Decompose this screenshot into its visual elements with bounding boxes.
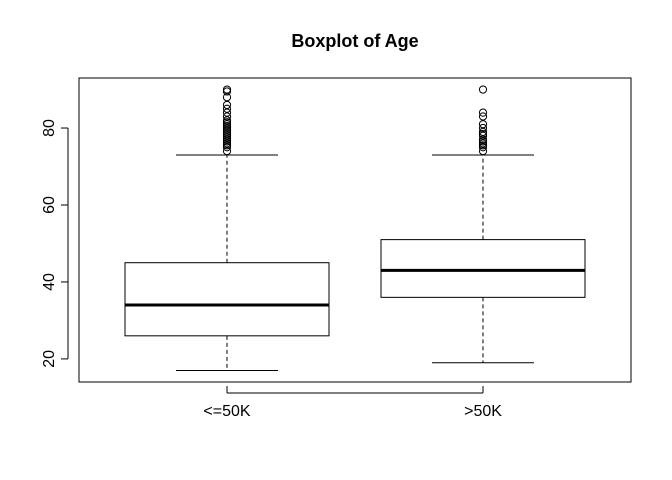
outlier-point [222,85,232,94]
plot-area: 20 40 60 80 <=50K >50K [41,77,632,420]
box-iqr [380,239,586,298]
y-tick-label: 60 [41,196,58,214]
outlier-point [478,112,488,121]
outlier-point [478,123,488,133]
x-tick-label: >50K [464,403,502,420]
y-tick-label: 40 [41,273,58,291]
y-tick-label: 20 [41,350,58,368]
box-iqr [124,262,330,337]
outlier-point [478,108,488,117]
y-tick-label: 80 [41,119,58,137]
outlier-point [478,85,488,94]
chart-title: Boxplot of Age [291,31,418,51]
outlier-point [222,104,232,113]
plot-frame [78,77,632,383]
x-tick-label: <=50K [203,403,250,420]
